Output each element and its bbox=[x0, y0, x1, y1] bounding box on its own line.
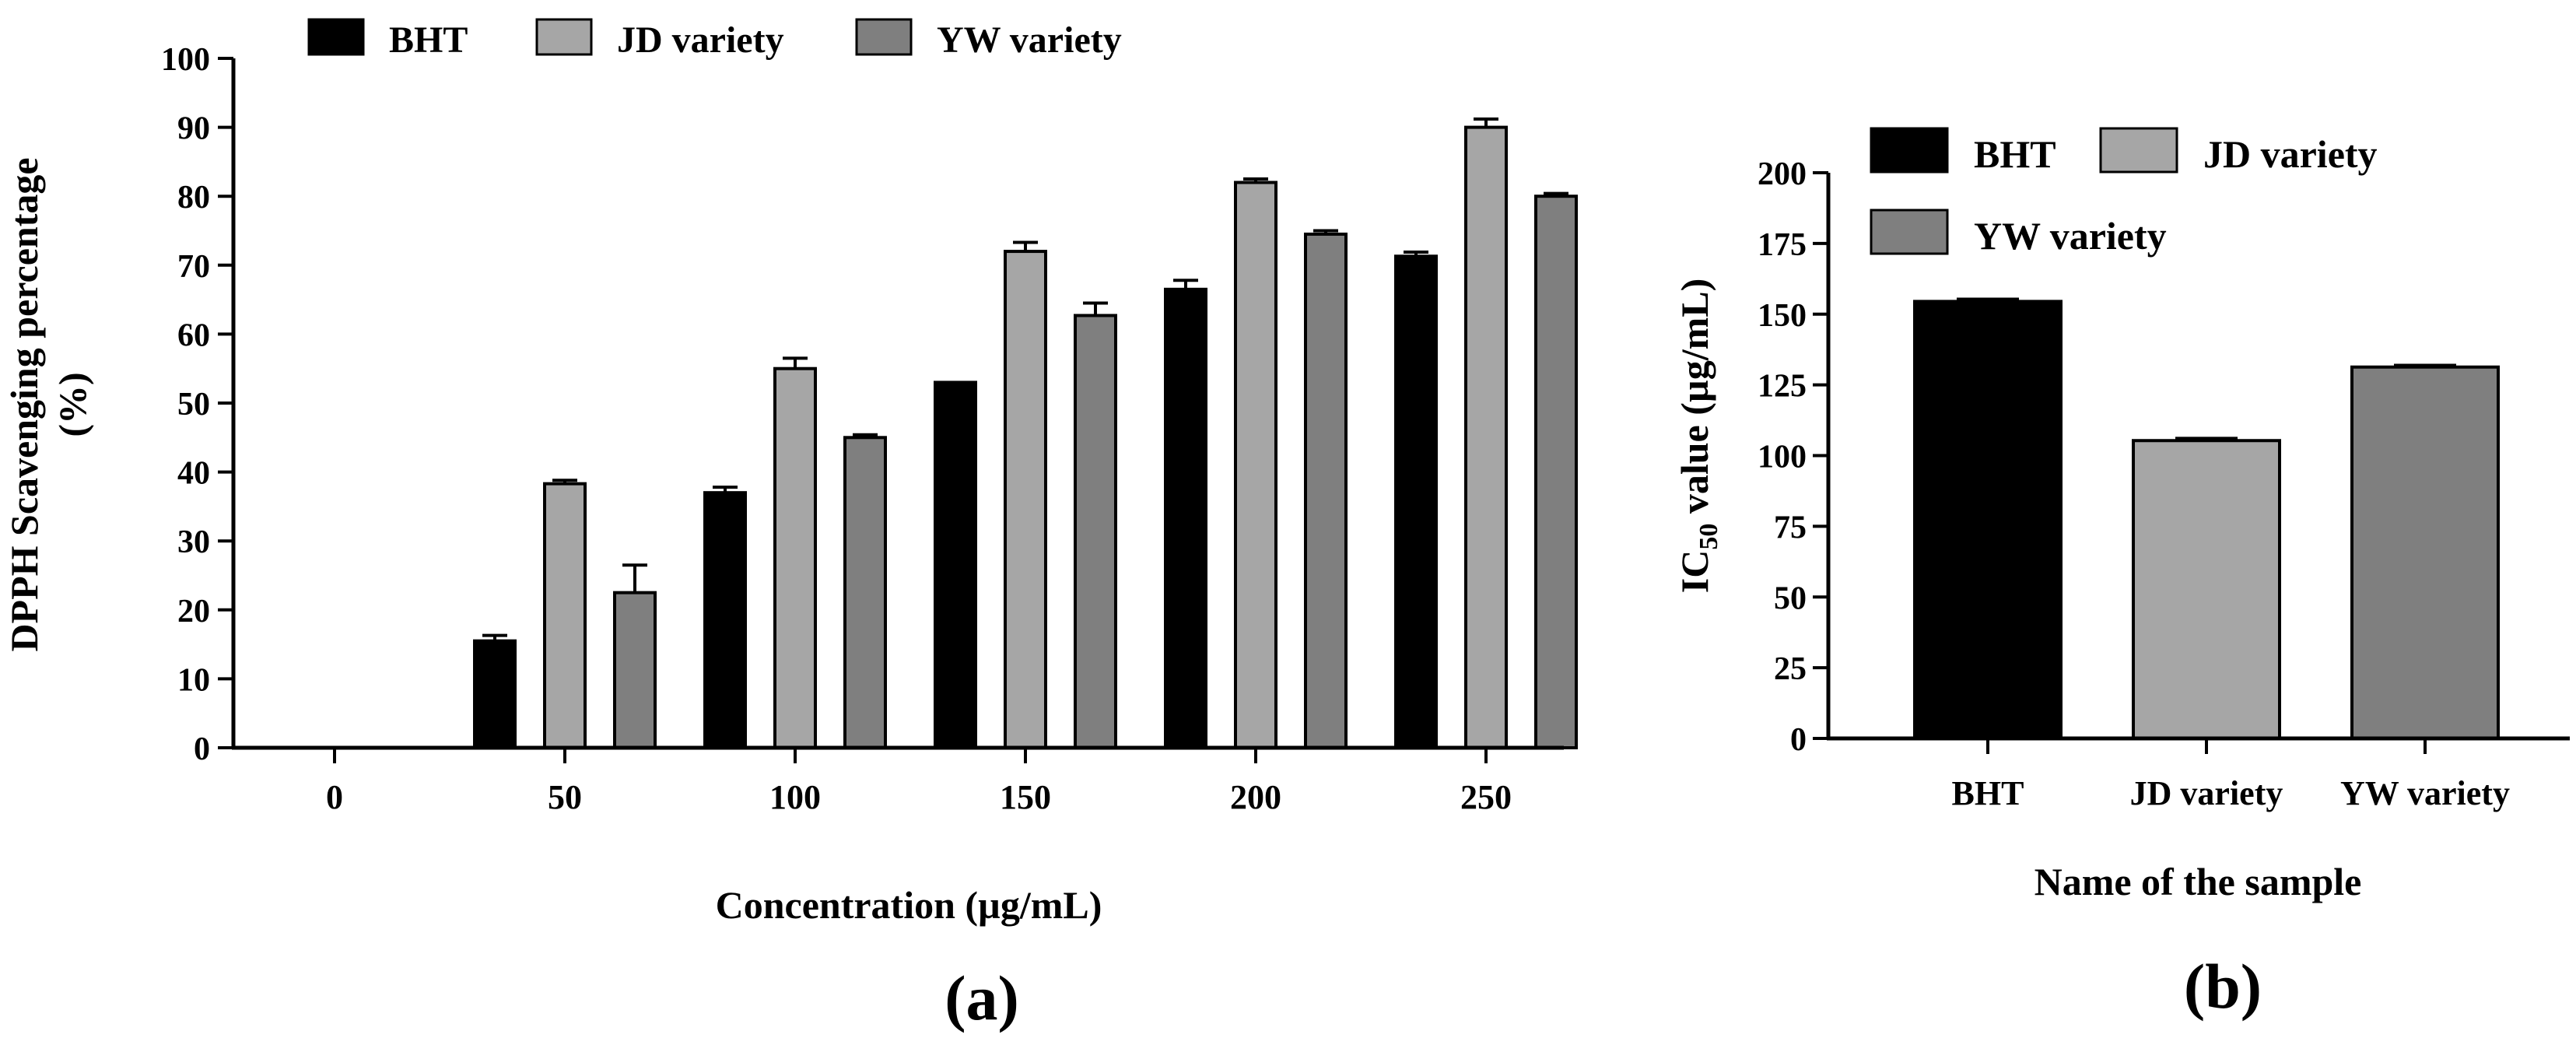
legend-a-label-jd: JD variety bbox=[617, 19, 784, 61]
panel-b-ytick-label: 175 bbox=[1758, 227, 1807, 263]
panel-a-bar-yw-variety-200 bbox=[1304, 232, 1348, 749]
panel-a-x-ticks: 0 50 100 150 200 250 bbox=[326, 748, 1512, 816]
panel-a-errorbar-yw-variety-200 bbox=[1313, 229, 1338, 234]
panel-a-xtick-label: 150 bbox=[1000, 778, 1051, 816]
panel-a-ytick-label: 100 bbox=[161, 42, 210, 78]
panel-b-ytick-label: 75 bbox=[1774, 510, 1807, 545]
panel-b-ytick-label: 150 bbox=[1758, 298, 1807, 334]
legend-b-swatch-jd bbox=[2099, 127, 2178, 174]
panel-a-y-ticks: 0 10 20 30 40 50 60 70 80 90 100 bbox=[161, 42, 233, 767]
panel-b-ylabel-prefix: IC bbox=[1673, 550, 1716, 594]
panel-a-bar-bht-200 bbox=[1164, 287, 1207, 749]
legend-b-swatch-bht bbox=[1870, 127, 1949, 174]
panel-a-bar-bht-100 bbox=[703, 491, 747, 749]
panel-a-errorbar-bht-200 bbox=[1173, 279, 1198, 289]
panel-a-bar-jd-variety-250 bbox=[1464, 125, 1508, 750]
panel-a-ytick-label: 80 bbox=[177, 180, 210, 216]
panel-b-ylabel: IC50 value (µg/mL) bbox=[1673, 279, 1723, 593]
panel-a-errorbar-jd-variety-100 bbox=[783, 356, 808, 369]
panel-b-ytick-label: 100 bbox=[1758, 440, 1807, 475]
panel-a-bar-jd-variety-50 bbox=[543, 482, 587, 749]
panel-b-ytick-label: 50 bbox=[1774, 580, 1807, 616]
panel-a-bar-yw-variety-50 bbox=[613, 591, 657, 750]
panel-a-ytick-label: 0 bbox=[194, 731, 210, 767]
panel-b-panel-label: (b) bbox=[2184, 951, 2262, 1022]
panel-a-errorbar-bht-250 bbox=[1404, 250, 1428, 257]
panel-a-bars bbox=[473, 117, 1578, 750]
panel-a-bar-yw-variety-150 bbox=[1074, 314, 1117, 749]
legend-a-label-bht: BHT bbox=[389, 19, 468, 61]
panel-b-y-ticks: 0 25 50 75 100 125 150 175 200 bbox=[1758, 156, 1828, 758]
panel-a-errorbar-yw-variety-150 bbox=[1083, 301, 1108, 316]
panel-b-errorbar-yw-variety bbox=[2394, 363, 2456, 367]
panel-a-xtick-label: 100 bbox=[769, 778, 821, 816]
panel-a-bar-jd-variety-150 bbox=[1004, 250, 1047, 749]
panel-b-bar-bht bbox=[1913, 300, 2063, 740]
panel-a-xtick-label: 0 bbox=[326, 778, 343, 816]
panel-a-ytick-label: 10 bbox=[177, 662, 210, 698]
panel-a-errorbar-jd-variety-250 bbox=[1474, 117, 1498, 128]
panel-a-legend: BHT JD variety YW variety bbox=[307, 18, 1122, 61]
panel-a-xtick-label: 50 bbox=[548, 778, 582, 816]
legend-a-label-yw: YW variety bbox=[937, 19, 1122, 61]
panel-b-bar-yw-variety bbox=[2350, 365, 2500, 740]
panel-a-bar-bht-50 bbox=[473, 639, 517, 749]
panel-b-ytick-label: 200 bbox=[1758, 156, 1807, 192]
panel-a-errorbar-jd-variety-200 bbox=[1243, 177, 1268, 183]
panel-b-bars bbox=[1913, 297, 2500, 740]
panel-a-errorbar-yw-variety-100 bbox=[853, 433, 878, 438]
panel-a-bar-bht-150 bbox=[934, 380, 977, 749]
legend-b-swatch-yw bbox=[1870, 209, 1949, 255]
panel-b-xlabel: Name of the sample bbox=[2035, 860, 2362, 903]
panel-a-ytick-label: 20 bbox=[177, 594, 210, 629]
panel-a-errorbar-bht-100 bbox=[713, 486, 738, 493]
panel-b-bar-jd-variety bbox=[2132, 439, 2281, 740]
panel-a-ytick-label: 60 bbox=[177, 317, 210, 353]
panel-b-errorbar-jd-variety bbox=[2175, 437, 2238, 441]
panel-a-ytick-label: 30 bbox=[177, 524, 210, 560]
legend-a-swatch-bht bbox=[307, 18, 365, 56]
panel-a-xlabel: Concentration (µg/mL) bbox=[716, 883, 1102, 927]
legend-b-label-bht: BHT bbox=[1974, 132, 2056, 176]
panel-a-ytick-label: 90 bbox=[177, 111, 210, 147]
panel-b-x-ticks: BHT JD variety YW variety bbox=[1952, 738, 2510, 812]
panel-b-ytick-label: 25 bbox=[1774, 651, 1807, 687]
panel-a-chart: BHT JD variety YW variety DPPH Scavengin… bbox=[2, 18, 1578, 1033]
panel-a-ylabel-line1: DPPH Scavenging percentage bbox=[2, 157, 46, 651]
panel-b-ytick-label: 125 bbox=[1758, 369, 1807, 405]
panel-b-xtick-label: JD variety bbox=[2130, 774, 2283, 812]
panel-a-bar-yw-variety-250 bbox=[1534, 195, 1578, 749]
legend-b-label-jd: JD variety bbox=[2203, 132, 2378, 176]
panel-a-ytick-label: 70 bbox=[177, 249, 210, 285]
panel-a-ytick-label: 50 bbox=[177, 387, 210, 423]
panel-b-ylabel-subscript: 50 bbox=[1695, 524, 1723, 550]
panel-b-errorbar-bht bbox=[1957, 297, 2019, 302]
panel-b-chart: BHT JD variety YW variety IC50 value (µg… bbox=[1673, 127, 2570, 1022]
legend-b-label-yw: YW variety bbox=[1974, 214, 2167, 258]
panel-a-bar-bht-250 bbox=[1394, 254, 1438, 750]
panel-b-ytick-label: 0 bbox=[1790, 722, 1807, 758]
panel-a-ylabel-line2: (%) bbox=[51, 372, 94, 437]
panel-a-ytick-label: 40 bbox=[177, 456, 210, 492]
panel-b-xtick-label: YW variety bbox=[2340, 774, 2510, 812]
panel-b-legend: BHT JD variety YW variety bbox=[1870, 127, 2378, 258]
panel-b-ylabel-suffix: value (µg/mL) bbox=[1673, 279, 1716, 524]
panel-a-xtick-label: 250 bbox=[1460, 778, 1512, 816]
panel-a-errorbar-bht-50 bbox=[482, 633, 507, 641]
panel-b-xtick-label: BHT bbox=[1952, 774, 2024, 812]
panel-a-bar-jd-variety-100 bbox=[773, 366, 817, 749]
panel-a-bar-yw-variety-100 bbox=[843, 436, 887, 749]
panel-a-panel-label: (a) bbox=[945, 963, 1019, 1033]
panel-a-bar-jd-variety-200 bbox=[1234, 181, 1277, 750]
panel-a-xtick-label: 200 bbox=[1230, 778, 1281, 816]
legend-a-swatch-jd bbox=[535, 18, 593, 56]
panel-a-errorbar-jd-variety-50 bbox=[552, 479, 577, 484]
panel-a-errorbar-yw-variety-250 bbox=[1544, 191, 1568, 197]
panel-a-errorbar-yw-variety-50 bbox=[622, 563, 647, 593]
panel-a-errorbar-jd-variety-150 bbox=[1013, 240, 1038, 252]
legend-a-swatch-yw bbox=[855, 18, 913, 56]
